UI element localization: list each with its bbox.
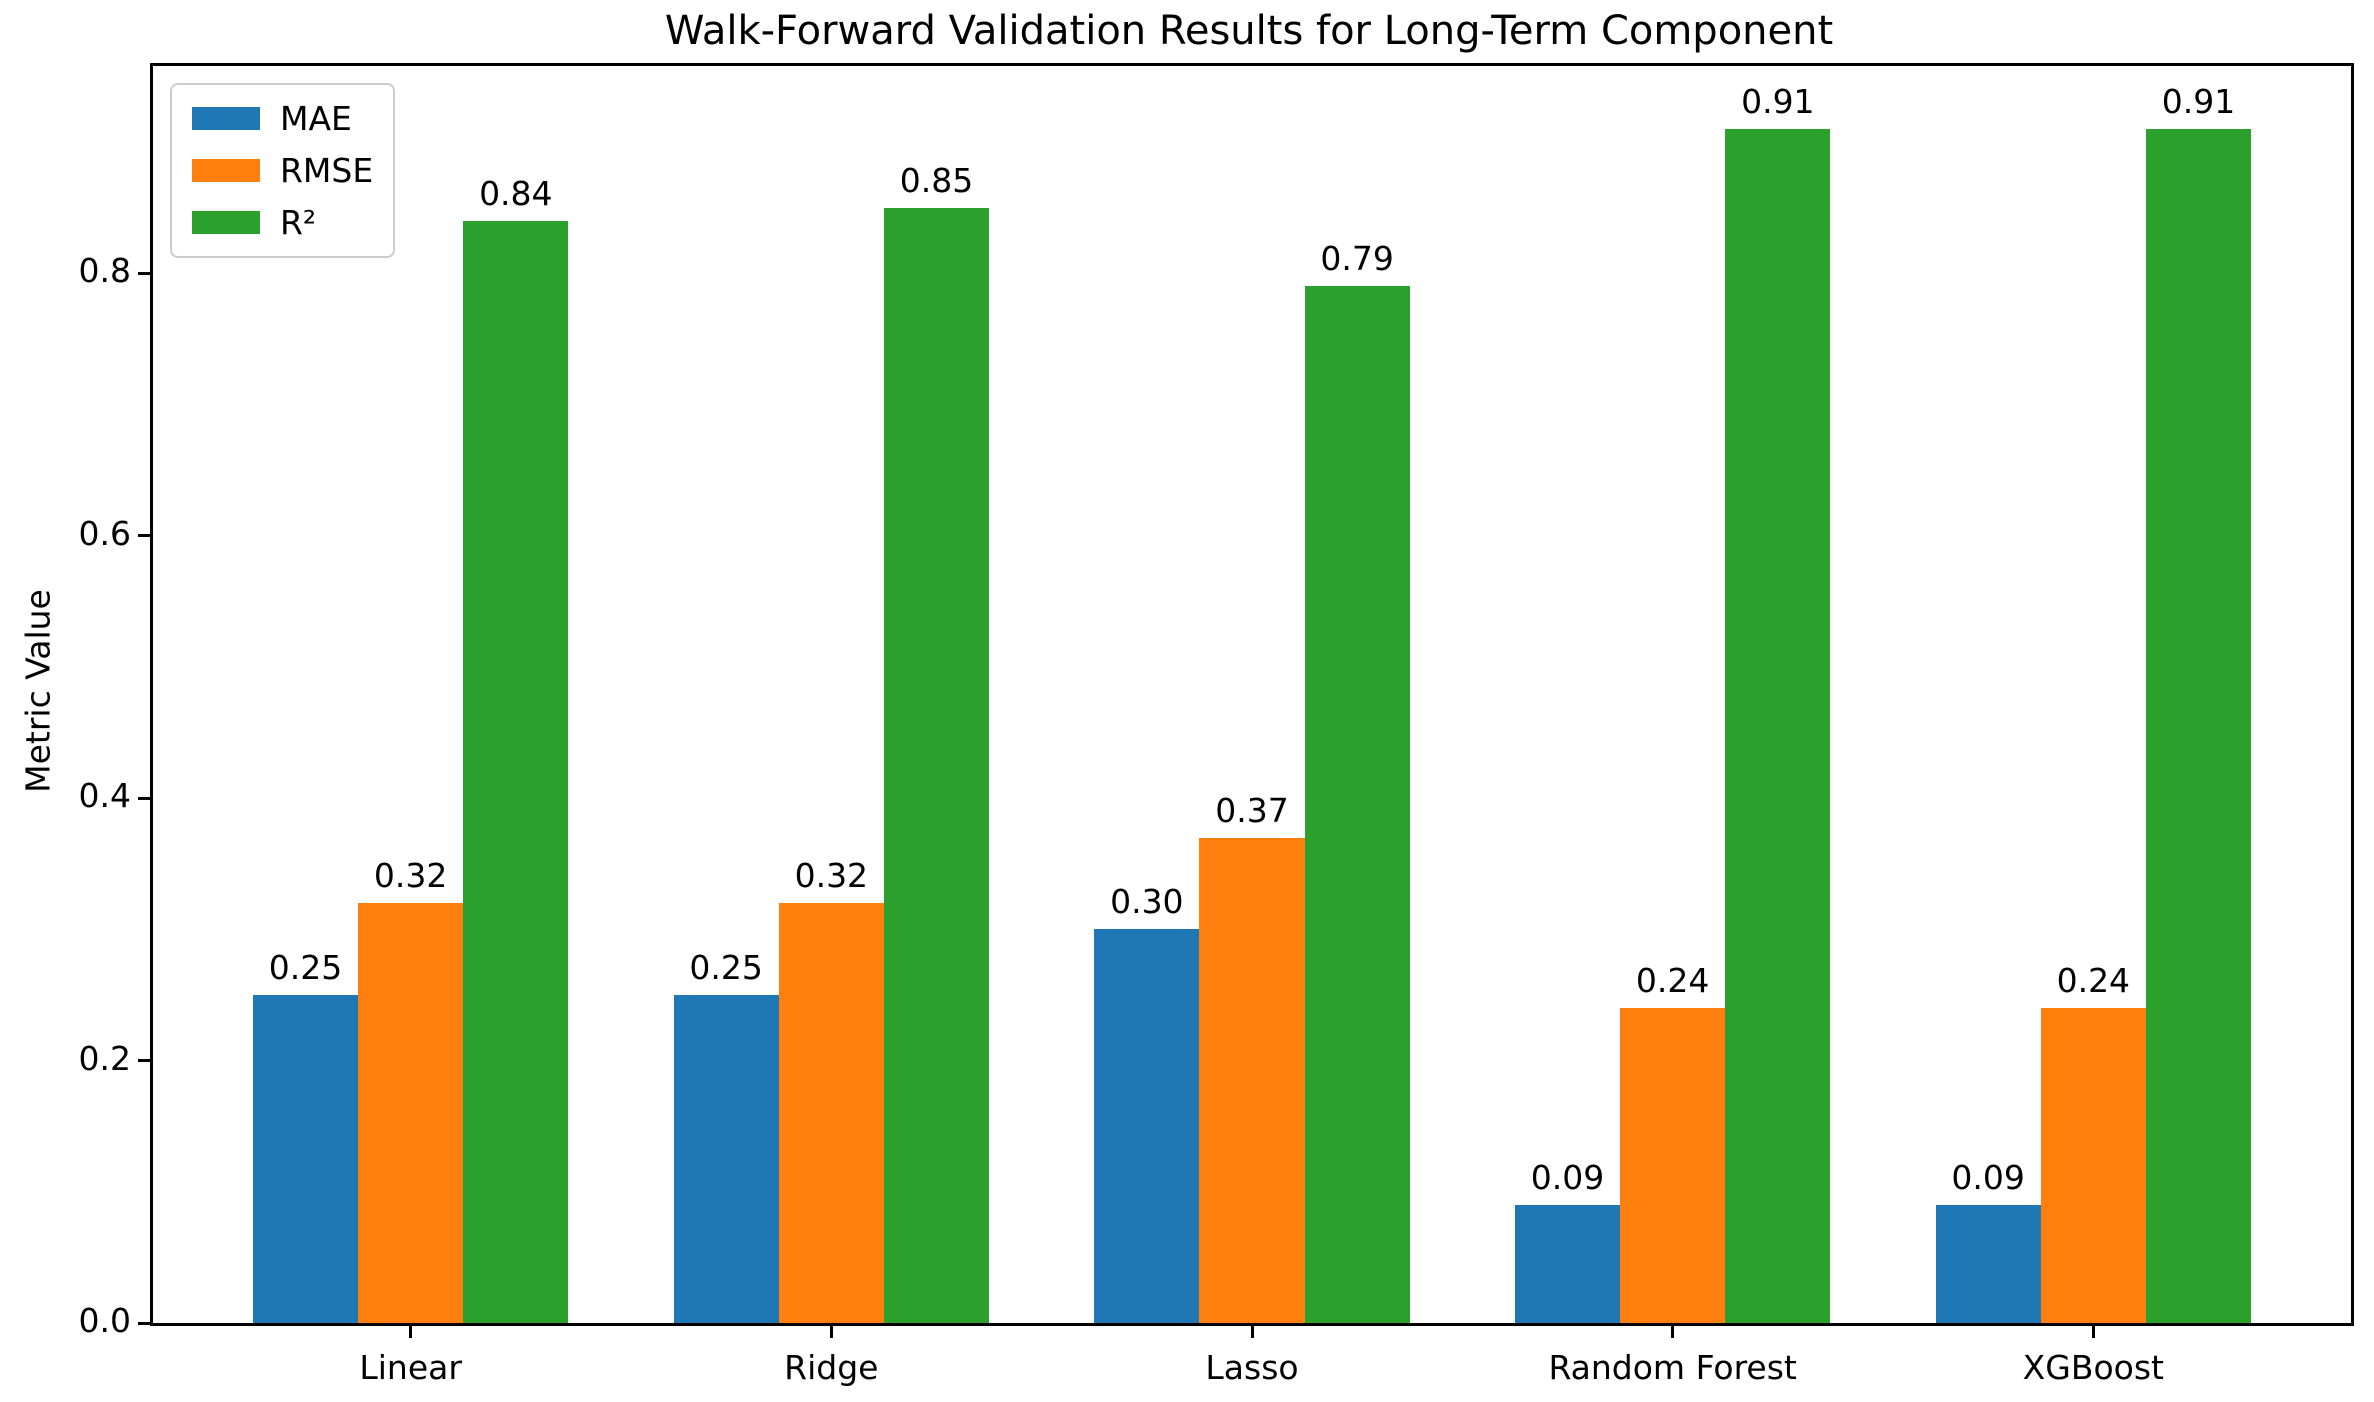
legend-label: MAE [280, 99, 352, 138]
y-tick-label: 0.2 [78, 1038, 131, 1078]
y-tick [138, 534, 150, 538]
bar-value-label: 0.09 [1951, 1157, 2025, 1197]
bar-r²-random-forest [1725, 128, 1831, 1323]
bar-r²-linear [463, 220, 569, 1323]
y-tick [138, 796, 150, 800]
x-tick [1250, 1326, 1254, 1338]
bar-r²-ridge [883, 207, 990, 1323]
bar-rmse-linear [358, 903, 464, 1323]
bar-value-label: 0.37 [1215, 790, 1289, 830]
bar-rmse-xgboost [2040, 1008, 2146, 1323]
bar-value-label: 0.85 [899, 160, 974, 200]
x-tick [1671, 1326, 1675, 1338]
y-tick-label: 0.8 [78, 251, 131, 291]
bar-rmse-random-forest [1620, 1008, 1726, 1323]
x-tick-label: Lasso [1205, 1348, 1299, 1387]
bar-mae-lasso [1094, 929, 1200, 1323]
y-tick-label: 0.4 [78, 776, 131, 816]
x-tick-label: Ridge [784, 1348, 879, 1387]
bar-value-label: 0.25 [268, 947, 343, 987]
bar-value-label: 0.24 [1635, 961, 1710, 1001]
bar-value-label: 0.09 [1530, 1157, 1605, 1197]
y-tick-label: 0.0 [78, 1301, 131, 1340]
bar-value-label: 0.84 [479, 173, 553, 213]
bar-value-label: 0.91 [1741, 81, 1815, 121]
bar-value-label: 0.79 [1320, 239, 1394, 279]
bar-rmse-lasso [1199, 837, 1305, 1323]
bar-value-label: 0.24 [2056, 961, 2131, 1001]
bar-mae-ridge [673, 994, 779, 1323]
y-tick [138, 1059, 150, 1063]
x-tick-label: Linear [359, 1348, 462, 1387]
legend-item: MAE [192, 99, 373, 138]
bar-value-label: 0.30 [1110, 882, 1184, 922]
bar-value-label: 0.25 [689, 947, 763, 987]
y-tick [138, 271, 150, 275]
bar-value-label: 0.32 [794, 856, 869, 896]
legend-label: R² [280, 203, 317, 242]
bar-mae-random-forest [1514, 1204, 1621, 1323]
bar-rmse-ridge [778, 903, 884, 1323]
legend-swatch-r² [192, 211, 260, 234]
y-axis-label: Metric Value [18, 589, 58, 793]
x-tick [829, 1326, 833, 1338]
bar-r²-xgboost [2145, 128, 2252, 1323]
bar-mae-linear [252, 994, 359, 1323]
legend-item: RMSE [192, 151, 373, 190]
x-tick [409, 1326, 413, 1338]
x-tick-label: XGBoost [2022, 1348, 2164, 1387]
x-tick-label: Random Forest [1548, 1348, 1797, 1387]
chart-title: Walk-Forward Validation Results for Long… [664, 8, 1834, 54]
bar-mae-xgboost [1935, 1204, 2041, 1323]
legend: MAE RMSE R² [170, 83, 396, 258]
bar-value-label: 0.32 [373, 856, 448, 896]
y-tick-label: 0.6 [78, 513, 131, 553]
legend-label: RMSE [280, 151, 374, 190]
legend-swatch-mae [192, 107, 260, 130]
plot-area: MAE RMSE R² 0.0 0.2 0.4 0.6 0.8 Linear 0.25 0.32 0… [79, 63, 2354, 1387]
x-tick [2091, 1326, 2095, 1338]
bar-r²-lasso [1304, 286, 1410, 1323]
bar-value-label: 0.91 [2161, 81, 2236, 121]
y-tick [138, 1321, 150, 1325]
legend-swatch-rmse [192, 159, 260, 182]
legend-item: R² [192, 203, 373, 242]
